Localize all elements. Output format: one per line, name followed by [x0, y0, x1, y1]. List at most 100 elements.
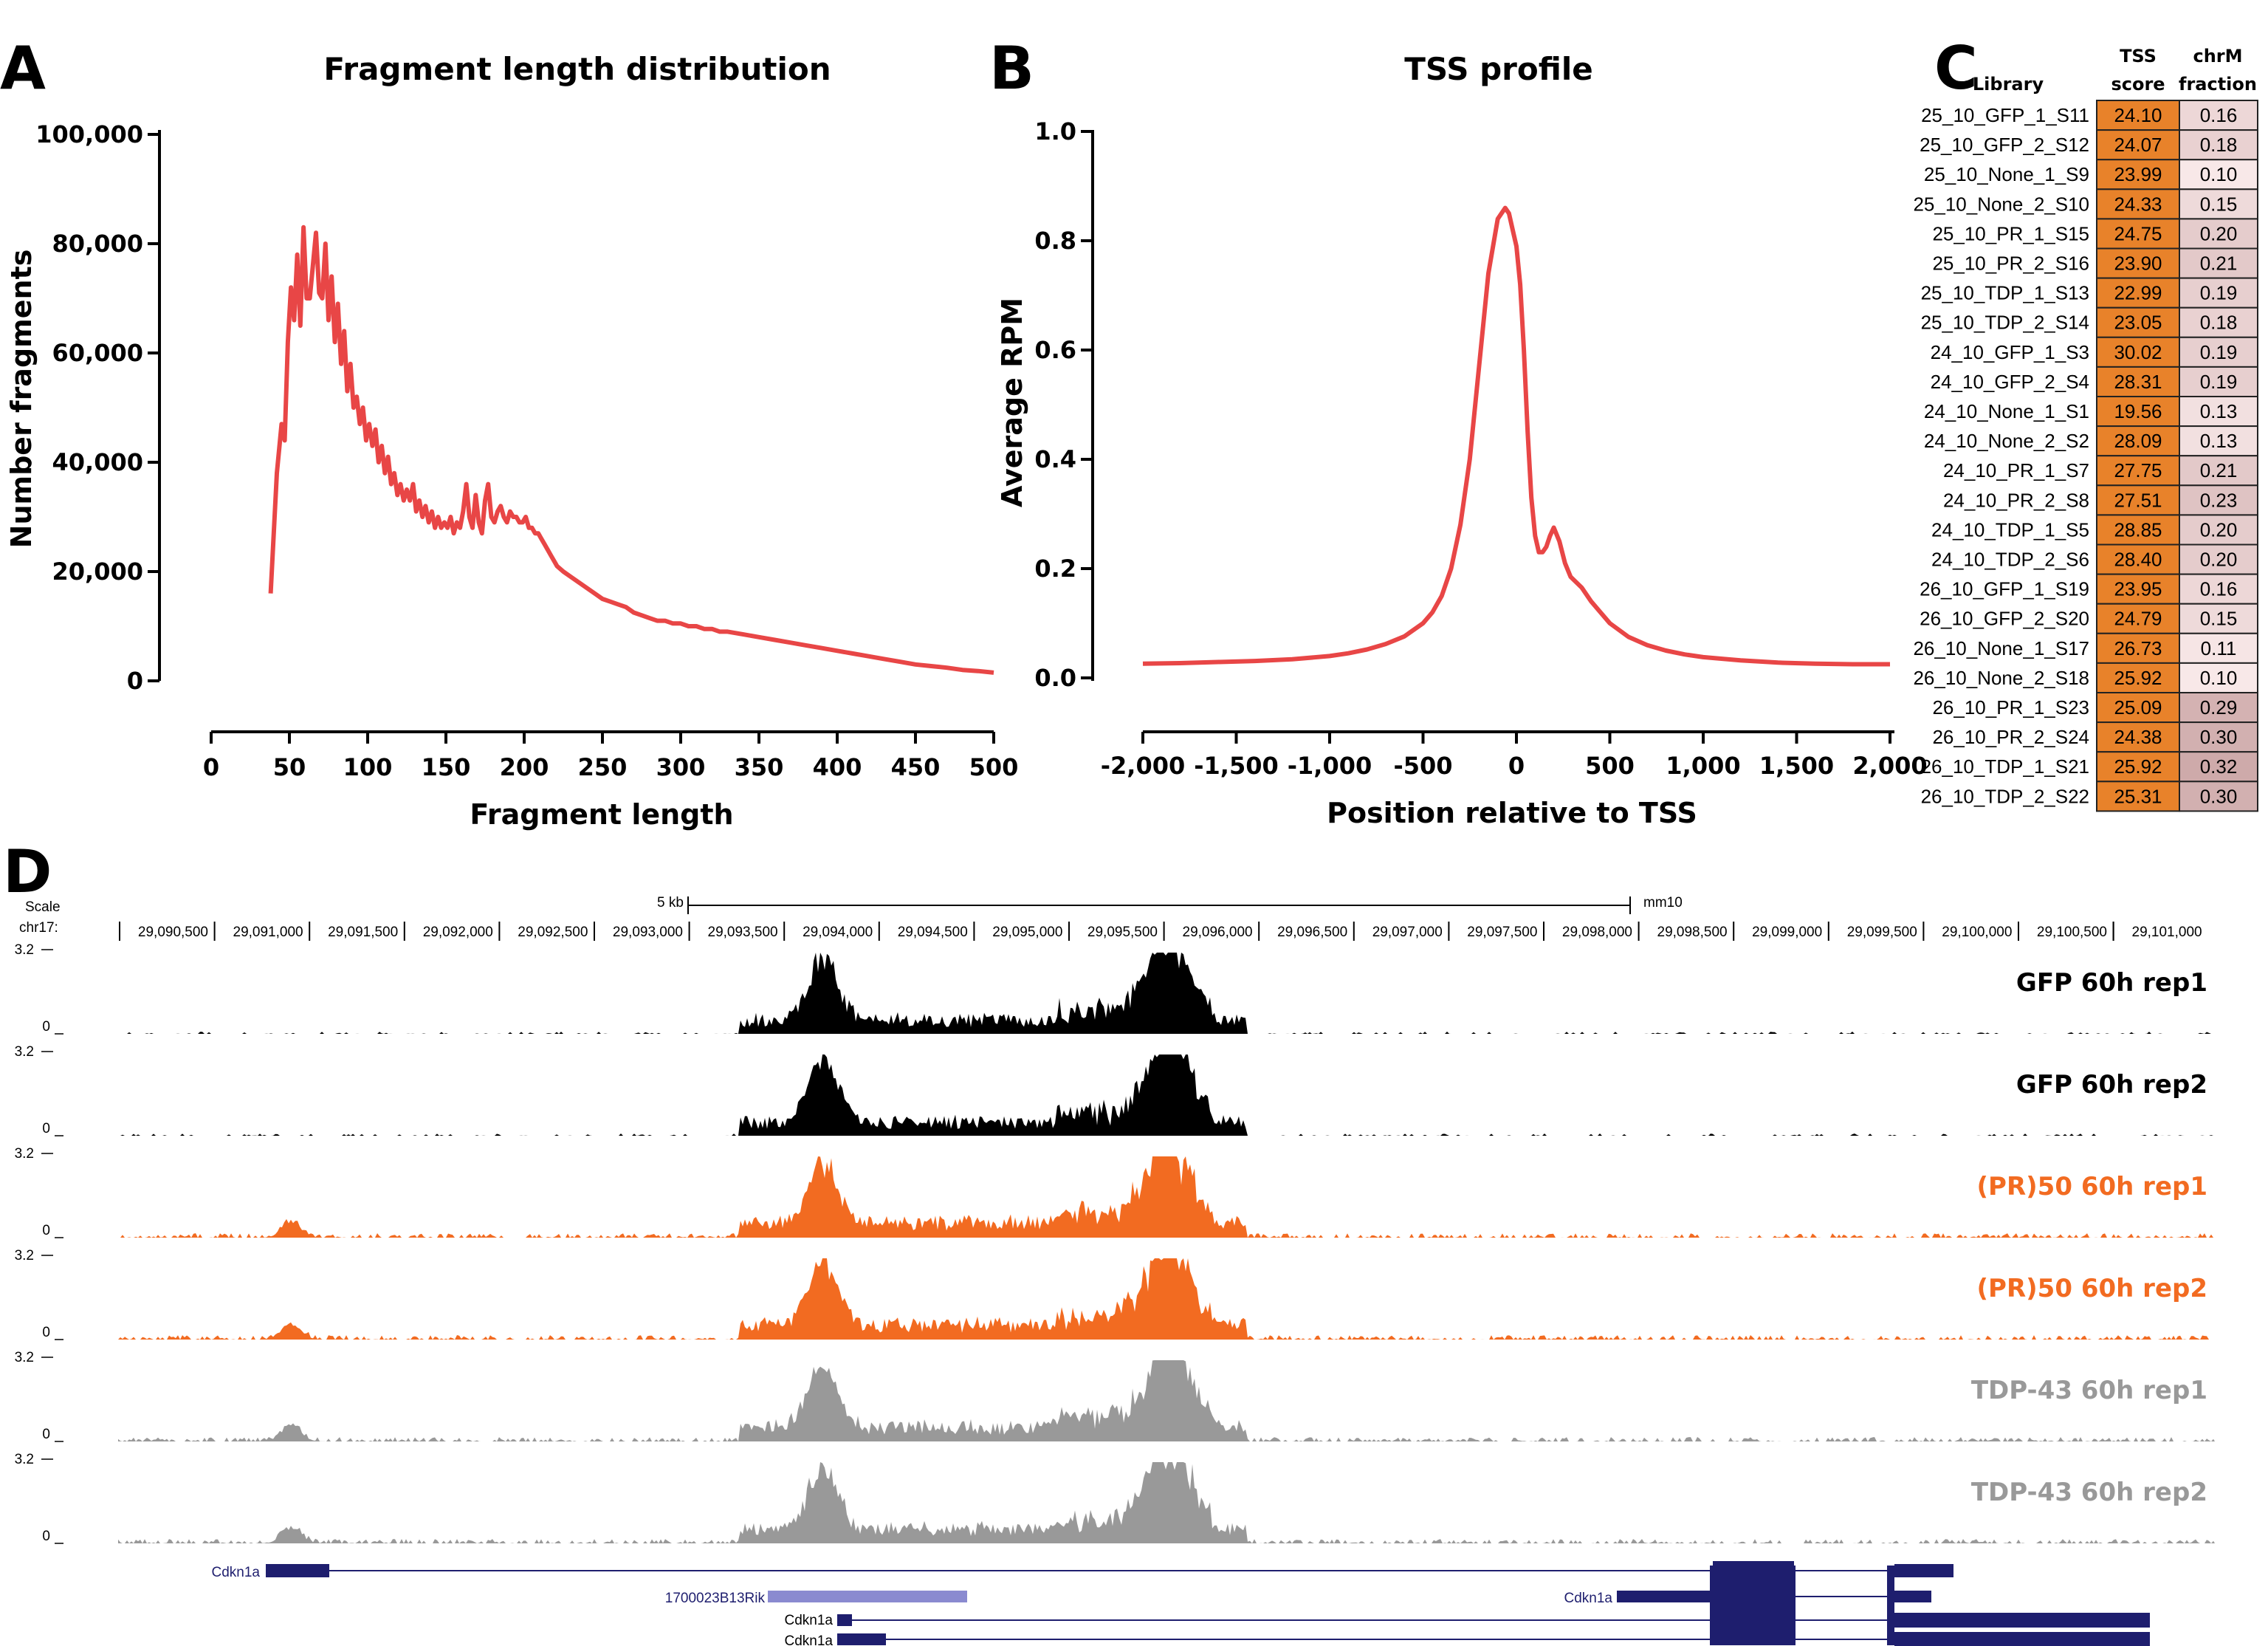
- coord-label: 29,097,000: [1372, 925, 1443, 940]
- table-cell-chrm-bg: [2179, 721, 2258, 753]
- table-row-library: 26_10_TDP_1_S21: [1921, 755, 2089, 778]
- table-cell-tss-bg: [2096, 425, 2180, 457]
- coord-label: 29,095,000: [992, 925, 1062, 940]
- chart-a-ytick-label: 60,000: [52, 339, 143, 367]
- track-ymax: 3.2: [15, 1044, 34, 1060]
- table-row-chrm: 0.10: [2200, 163, 2238, 185]
- panel-letter-c: C: [1934, 34, 1978, 103]
- chart-b-ylabel: Average RPM: [996, 298, 1028, 507]
- table-cell-chrm-bg: [2179, 603, 2258, 634]
- chart-b-ytick-label: 0.2: [1034, 555, 1076, 583]
- table-row-chrm: 0.13: [2200, 400, 2238, 422]
- chart-a-xtick-label: 200: [500, 753, 549, 781]
- track-signal: [118, 1360, 2215, 1441]
- track-label: GFP 60h rep2: [2016, 1070, 2207, 1100]
- table-row-library: 25_10_PR_2_S16: [1932, 253, 2089, 275]
- chart-b-xtick-label: -1,000: [1288, 752, 1372, 780]
- chart-a-title: Fragment length distribution: [323, 51, 831, 87]
- chart-a-xtick-label: 350: [735, 753, 784, 781]
- table-row-library: 24_10_PR_2_S8: [1943, 489, 2089, 511]
- table-cell-tss-bg: [2096, 751, 2180, 783]
- browser-assembly: mm10: [1643, 895, 1683, 911]
- table-row-library: 25_10_GFP_2_S12: [1920, 134, 2089, 156]
- panel-letter-a: A: [0, 34, 46, 103]
- table-row-tss: 25.92: [2114, 755, 2162, 778]
- track-ymax: 3.2: [15, 1452, 34, 1467]
- coord-label: 29,093,000: [613, 925, 683, 940]
- table-row-chrm: 0.10: [2200, 667, 2238, 689]
- table-header-library: Library: [1973, 74, 2044, 95]
- table-row-chrm: 0.13: [2200, 430, 2238, 452]
- chart-b-xtick-label: -2,000: [1101, 752, 1186, 780]
- panel-a-fragment-chart: Fragment length distribution Fragment le…: [5, 51, 1018, 831]
- track-label: TDP-43 60h rep2: [1971, 1478, 2207, 1507]
- chart-a-xlabel: Fragment length: [470, 798, 733, 831]
- track-ymin: 0: [42, 1427, 50, 1442]
- gene-exon-block: [1710, 1566, 1796, 1645]
- table-cell-chrm-bg: [2179, 632, 2258, 664]
- table-row-tss: 28.31: [2114, 371, 2162, 393]
- chart-b-xtick-label: -500: [1393, 752, 1452, 780]
- track-signal: [118, 1258, 2215, 1340]
- table-row-tss: 28.85: [2114, 518, 2162, 541]
- chart-a-xtick-label: 50: [273, 753, 306, 781]
- table-cell-tss-bg: [2096, 543, 2180, 575]
- table-row-tss: 24.79: [2114, 608, 2162, 630]
- table-cell-chrm-bg: [2179, 484, 2258, 516]
- table-row-tss: 23.99: [2114, 163, 2162, 185]
- track-ymin: 0: [42, 1121, 50, 1136]
- chart-b-ytick-label: 0.6: [1034, 336, 1076, 364]
- table-row-chrm: 0.19: [2200, 371, 2238, 393]
- table-row-library: 25_10_None_2_S10: [1913, 193, 2089, 215]
- table-row-chrm: 0.32: [2200, 755, 2238, 778]
- table-cell-chrm-bg: [2179, 662, 2258, 694]
- coord-label: 29,099,500: [1847, 925, 1917, 940]
- chart-a-ytick-label: 80,000: [52, 230, 143, 258]
- table-row-tss: 23.95: [2114, 578, 2162, 600]
- chart-a-ytick-label: 0: [127, 667, 143, 695]
- table-row-library: 26_10_None_1_S17: [1913, 637, 2089, 659]
- table-row-chrm: 0.20: [2200, 549, 2238, 571]
- track-signal: [118, 953, 2215, 1034]
- coord-label: 29,091,000: [233, 925, 303, 940]
- table-row-tss: 25.92: [2114, 667, 2162, 689]
- chart-a-xtick-label: 400: [813, 753, 862, 781]
- table-row-chrm: 0.19: [2200, 341, 2238, 363]
- coord-label: 29,096,000: [1183, 925, 1253, 940]
- chart-a-series-line: [268, 224, 994, 675]
- table-row-chrm: 0.18: [2200, 312, 2238, 334]
- table-cell-chrm-bg: [2179, 336, 2258, 368]
- table-row-library: 25_10_PR_1_S15: [1932, 222, 2089, 244]
- track-signal: [118, 1462, 2215, 1543]
- table-row-tss: 24.33: [2114, 193, 2162, 215]
- coord-label: 29,090,500: [138, 925, 208, 940]
- coord-label: 29,092,000: [423, 925, 493, 940]
- coord-label: 29,094,000: [803, 925, 873, 940]
- table-cell-tss-bg: [2096, 129, 2180, 161]
- table-row-tss: 24.10: [2114, 104, 2162, 126]
- table-row-chrm: 0.21: [2200, 459, 2238, 481]
- chart-a-xtick-label: 300: [656, 753, 706, 781]
- panel-d-genome-browser: Scale chr17: 5 kb mm10 29,090,500 29,091,…: [15, 895, 2215, 1646]
- table-cell-chrm-bg: [2179, 751, 2258, 783]
- gene-label: 1700023B13Rik: [665, 1591, 766, 1606]
- table-row-chrm: 0.11: [2201, 637, 2237, 659]
- table-row-tss: 25.09: [2114, 696, 2162, 719]
- coord-label: 29,097,500: [1467, 925, 1537, 940]
- track-ymax: 3.2: [15, 1146, 34, 1162]
- chart-b-series-line: [1142, 205, 1890, 667]
- table-cell-tss-bg: [2096, 484, 2180, 516]
- table-cell-tss-bg: [2096, 781, 2180, 812]
- table-row-library: 26_10_PR_1_S23: [1932, 696, 2089, 719]
- browser-scalebar-label: 5 kb: [657, 895, 684, 911]
- gene-exon: [1617, 1591, 1713, 1602]
- chart-b-xtick-label: 500: [1585, 752, 1635, 780]
- gene-label: Cdkn1a: [785, 1613, 834, 1628]
- track-label: (PR)50 60h rep1: [1976, 1172, 2207, 1201]
- table-row-tss: 24.07: [2114, 134, 2162, 156]
- table-row-tss: 24.38: [2114, 726, 2162, 748]
- coord-label: 29,101,000: [2132, 925, 2202, 940]
- table-row-library: 24_10_GFP_2_S4: [1931, 371, 2089, 393]
- table-row-chrm: 0.30: [2200, 726, 2238, 748]
